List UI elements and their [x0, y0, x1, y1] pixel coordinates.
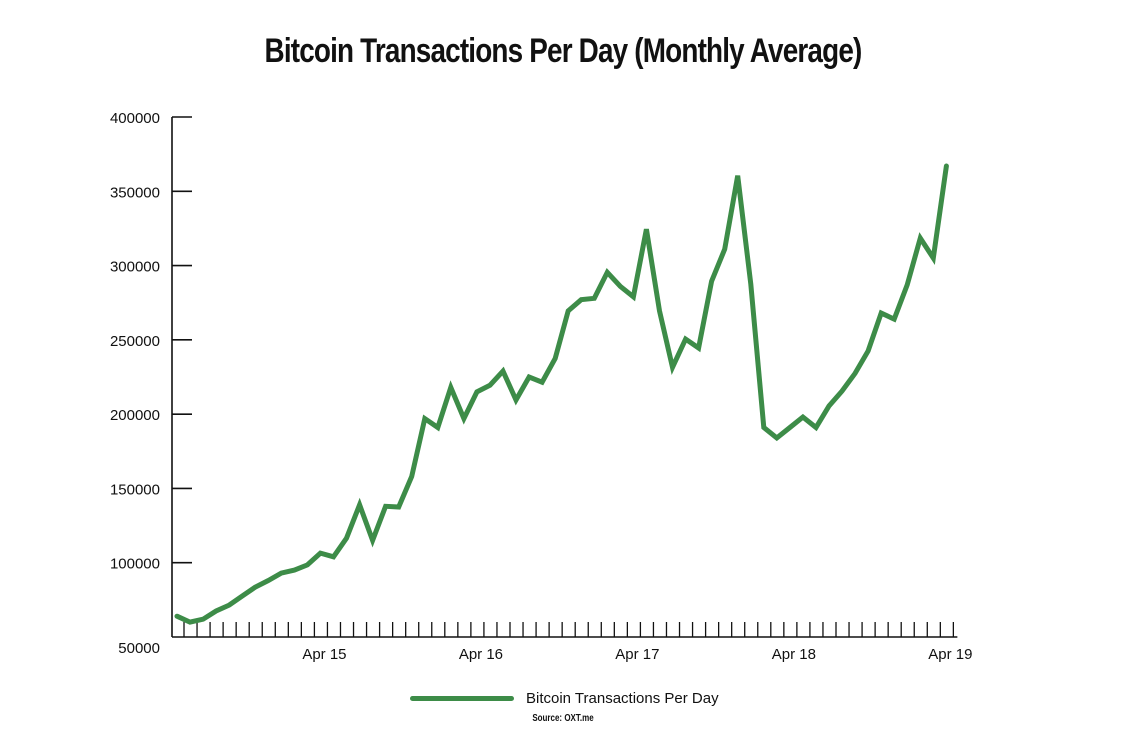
legend-label: Bitcoin Transactions Per Day	[526, 689, 719, 707]
y-tick-label: 350000	[110, 184, 160, 201]
y-tick-label: 100000	[110, 556, 160, 573]
series-layer	[174, 163, 949, 625]
y-tick-label: 200000	[110, 407, 160, 424]
chart-title: Bitcoin Transactions Per Day (Monthly Av…	[264, 32, 863, 70]
x-tick-label: Apr 15	[302, 646, 346, 663]
y-axis: 50000 100000 150000 200000 250000 300000 35000…	[110, 110, 192, 657]
source-note: Source: OXT.me	[532, 713, 594, 724]
y-tick-label: 50000	[118, 640, 160, 657]
y-tick-label: 400000	[110, 110, 160, 127]
y-tick-label: 250000	[110, 333, 160, 350]
y-tick-label: 150000	[110, 481, 160, 498]
x-tick-label: Apr 16	[459, 646, 503, 663]
x-tick-label: Apr 19	[928, 646, 972, 663]
legend: Bitcoin Transactions Per Day	[410, 686, 719, 710]
series-line	[174, 163, 949, 625]
legend-swatch	[410, 695, 514, 701]
x-tick-label: Apr 17	[615, 646, 659, 663]
x-tick-label: Apr 18	[772, 646, 816, 663]
x-axis: Apr 15 Apr 16 Apr 17 Apr 18 Apr 19	[172, 622, 972, 663]
y-tick-label: 300000	[110, 259, 160, 276]
